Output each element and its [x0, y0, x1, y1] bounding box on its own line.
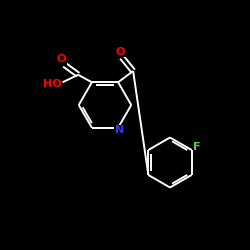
Text: O: O [57, 54, 66, 64]
Text: F: F [194, 142, 201, 152]
Text: N: N [115, 125, 124, 135]
Text: HO: HO [43, 78, 62, 88]
Text: O: O [116, 47, 125, 57]
